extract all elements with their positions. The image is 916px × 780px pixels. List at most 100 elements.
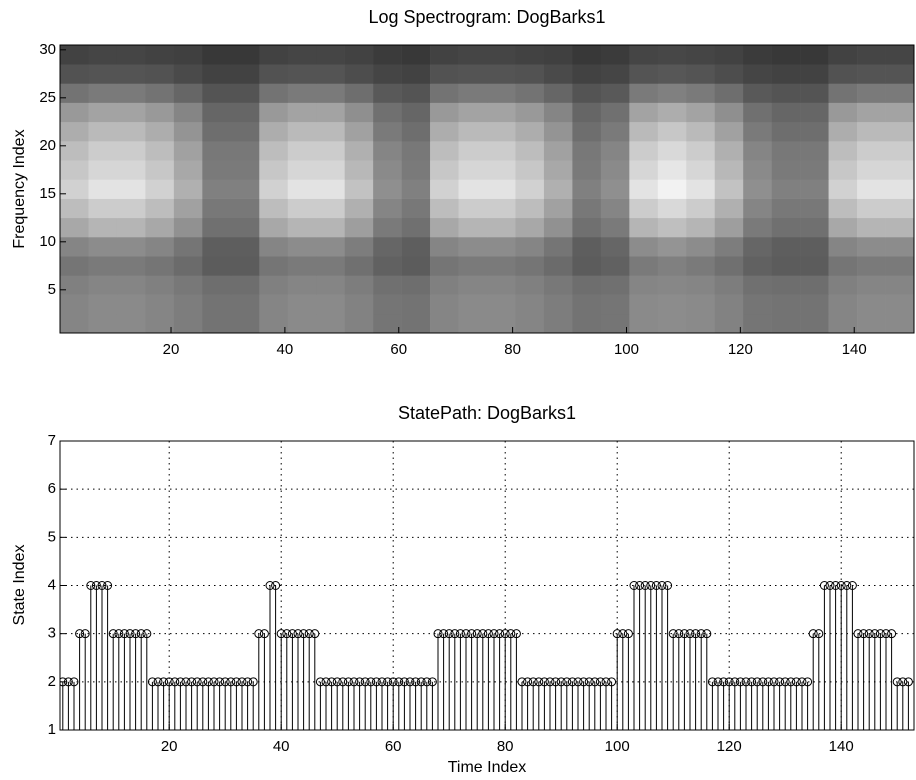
heat-cell — [88, 141, 118, 161]
heat-cell — [430, 102, 459, 123]
stem-marker — [730, 677, 740, 687]
heat-cell — [657, 102, 687, 123]
stem-marker — [640, 581, 650, 590]
heat-cell — [316, 64, 345, 84]
stem-marker — [388, 677, 398, 687]
heat-cell — [173, 217, 203, 238]
heat-cell — [857, 217, 886, 238]
stem-marker — [836, 581, 846, 590]
heat-cell — [145, 102, 175, 123]
stem-marker — [663, 581, 673, 590]
stem-marker — [528, 677, 538, 687]
stem-marker — [91, 581, 101, 590]
heat-cell — [600, 160, 630, 180]
stem-marker — [411, 677, 421, 687]
heat-cell — [800, 217, 829, 238]
heat-cell — [572, 237, 602, 257]
heat-cell — [543, 102, 573, 123]
heat-cell — [629, 313, 659, 333]
heat-cell — [629, 217, 659, 238]
heat-cell — [714, 237, 744, 257]
heat-cell — [743, 294, 772, 315]
y-axis-label: State Index — [11, 545, 28, 626]
heat-cell — [572, 121, 602, 142]
stem-marker — [69, 677, 79, 687]
heat-cell — [487, 64, 516, 84]
stem-marker — [265, 581, 275, 590]
heat-cell — [88, 275, 118, 295]
stem-marker — [657, 581, 667, 590]
heat-cell — [771, 179, 801, 199]
heat-cell — [857, 83, 886, 103]
heat-cell — [714, 45, 744, 65]
stem-marker — [495, 629, 505, 639]
stem-marker — [332, 677, 342, 687]
heat-cell — [202, 83, 232, 103]
stem-marker — [696, 629, 706, 639]
heat-cell — [116, 313, 146, 333]
stem-marker — [338, 677, 348, 687]
heat-cell — [543, 83, 573, 103]
heat-cell — [344, 121, 374, 142]
heat-cell — [857, 256, 886, 276]
heat-cell — [543, 275, 573, 295]
heat-cell — [714, 121, 744, 142]
heat-cell — [800, 275, 829, 295]
heat-cell — [543, 313, 573, 333]
heat-cell — [600, 256, 630, 276]
heat-cell — [316, 275, 345, 295]
heat-cell — [373, 83, 402, 103]
heat-cell — [487, 294, 516, 315]
stem-marker — [646, 581, 656, 590]
heat-cell — [714, 141, 744, 161]
heat-cell — [145, 179, 175, 199]
heat-cell — [600, 141, 630, 161]
heat-cell — [173, 313, 203, 333]
heat-cell — [885, 121, 914, 142]
stem-marker — [192, 677, 202, 687]
stem-marker — [562, 677, 572, 687]
stem-marker — [567, 677, 577, 687]
heat-cell — [259, 313, 289, 333]
heat-cell — [629, 237, 659, 257]
heat-cell — [60, 83, 89, 103]
stem-marker — [433, 629, 443, 639]
heat-cell — [60, 45, 89, 65]
x-tick-label: 80 — [504, 341, 521, 358]
stem-marker — [853, 629, 863, 639]
heat-cell — [458, 313, 488, 333]
heat-cell — [686, 179, 716, 199]
heat-cell — [600, 198, 630, 219]
heat-cell — [401, 160, 431, 180]
y-tick-label: 4 — [48, 576, 56, 593]
heat-cell — [458, 179, 488, 199]
stem-marker — [259, 629, 269, 639]
heat-cell — [487, 237, 516, 257]
stem-marker — [86, 581, 96, 590]
heat-cell — [230, 237, 260, 257]
y-tick-label: 1 — [48, 721, 56, 738]
heat-cell — [88, 256, 118, 276]
heat-cell — [116, 275, 146, 295]
heat-cell — [202, 64, 232, 84]
stem-marker — [231, 677, 241, 687]
heat-cell — [657, 45, 687, 65]
heat-cell — [686, 275, 716, 295]
heat-cell — [458, 102, 488, 123]
heat-cell — [202, 121, 232, 142]
heat-cell — [287, 179, 317, 199]
stem-marker — [220, 677, 230, 687]
heat-cell — [401, 121, 431, 142]
heat-cell — [60, 141, 89, 161]
stem-marker — [892, 677, 902, 687]
heat-cell — [287, 141, 317, 161]
stem-marker — [164, 677, 174, 687]
stem-marker — [775, 677, 785, 687]
heat-cell — [145, 141, 175, 161]
heat-cell — [316, 102, 345, 123]
heat-cell — [259, 64, 289, 84]
heat-cell — [316, 45, 345, 65]
heat-cell — [430, 294, 459, 315]
heat-cell — [771, 256, 801, 276]
heat-cell — [287, 102, 317, 123]
